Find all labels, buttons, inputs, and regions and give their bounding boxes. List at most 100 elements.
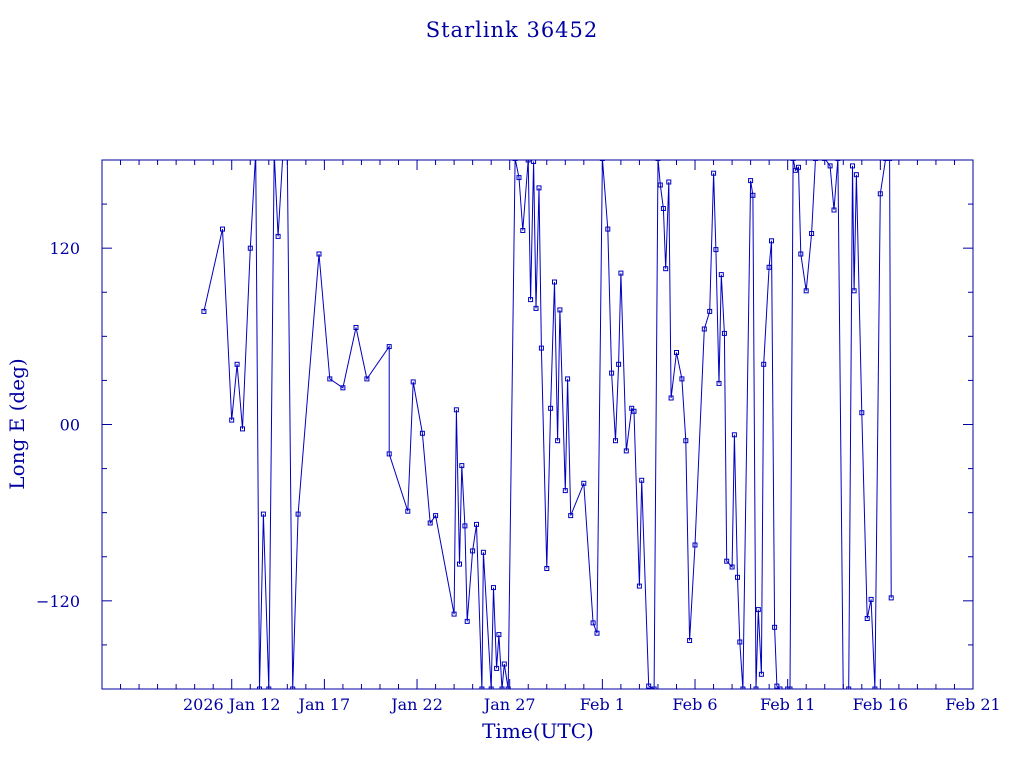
data-point [707, 308, 713, 314]
data-point [462, 523, 468, 529]
data-point [499, 686, 505, 689]
data-point [769, 238, 774, 244]
data-point [505, 686, 511, 689]
data-point [859, 410, 865, 416]
data-point [594, 630, 600, 636]
x-axis-label: Time(UTC) [482, 719, 594, 743]
data-point [464, 618, 470, 624]
data-point [516, 175, 522, 181]
data-point [850, 163, 855, 169]
data-point [555, 438, 561, 444]
data-point [646, 683, 652, 689]
y-tick-label: 00 [60, 416, 80, 435]
x-tick-label: Jan 27 [482, 695, 536, 714]
data-point [479, 686, 485, 689]
data-point [386, 344, 392, 350]
data-point [220, 226, 225, 232]
data-point [713, 247, 719, 253]
data-point [494, 665, 500, 671]
x-tick-label: Feb 21 [945, 695, 1000, 714]
data-point [636, 583, 642, 589]
data-point [496, 632, 502, 638]
series-layer [201, 151, 894, 689]
data-point [846, 686, 852, 689]
data-point [295, 511, 301, 517]
data-point [758, 671, 764, 677]
data-point [340, 385, 346, 391]
y-tick-label: 120 [49, 239, 80, 258]
data-point [410, 379, 416, 385]
data-point [520, 228, 526, 233]
data-point [618, 270, 624, 276]
data-point [451, 611, 457, 617]
data-point [229, 417, 235, 423]
data-point [544, 566, 550, 571]
data-point [501, 661, 507, 667]
data-point [459, 463, 465, 469]
data-point [427, 520, 433, 526]
data-point [651, 686, 657, 689]
x-tick-label: Feb 11 [760, 695, 815, 714]
data-point [285, 155, 289, 159]
data-point [724, 558, 730, 564]
data-point [419, 430, 425, 436]
data-point [565, 376, 571, 382]
data-point [257, 686, 262, 689]
axes-layer: 2026 Jan 12 Jan 17 Jan 22 Jan 27 Feb 1 Feb 6 F… [36, 159, 1001, 714]
data-point [290, 686, 296, 689]
data-point [613, 438, 618, 444]
data-point [750, 192, 756, 198]
data-point [692, 542, 698, 548]
chart-title: Starlink 36452 [426, 18, 599, 42]
data-point [240, 426, 245, 432]
data-point [668, 395, 674, 401]
data-point [888, 595, 894, 601]
data-point [457, 561, 462, 567]
data-point [731, 432, 737, 438]
data-point [792, 167, 798, 173]
data-point [433, 513, 439, 519]
data-point [491, 585, 496, 591]
data-point [831, 207, 837, 213]
data-point [721, 330, 727, 336]
data-point [864, 616, 870, 621]
data-point [774, 683, 780, 689]
data-point [568, 513, 574, 519]
data-point [623, 448, 629, 454]
data-point [480, 549, 486, 555]
data-point [531, 160, 537, 164]
data-point [364, 376, 370, 382]
data-point [538, 345, 544, 351]
data-point [718, 272, 724, 278]
data-point [679, 376, 685, 382]
y-tick-label: −120 [36, 592, 80, 611]
series-line [203, 160, 892, 689]
data-point [533, 305, 539, 311]
data-point [657, 182, 663, 188]
data-point [609, 370, 615, 376]
data-point [260, 511, 266, 517]
data-point [272, 151, 276, 155]
data-point [777, 686, 783, 689]
data-point [851, 288, 857, 294]
data-point [803, 288, 809, 294]
data-point [254, 151, 258, 155]
data-point [787, 686, 793, 689]
data-point [353, 325, 359, 330]
data-point [562, 488, 568, 494]
x-tick-label: Jan 22 [389, 695, 443, 714]
data-point [740, 686, 746, 689]
data-point [853, 172, 859, 178]
data-point [761, 361, 767, 367]
data-point [711, 170, 717, 176]
data-point [581, 480, 587, 486]
data-point [687, 638, 693, 643]
data-point [748, 178, 754, 184]
data-point [548, 405, 554, 411]
data-point [386, 451, 392, 457]
data-point [868, 596, 874, 602]
data-point [616, 361, 622, 367]
data-point [735, 574, 740, 580]
data-point [536, 185, 542, 191]
